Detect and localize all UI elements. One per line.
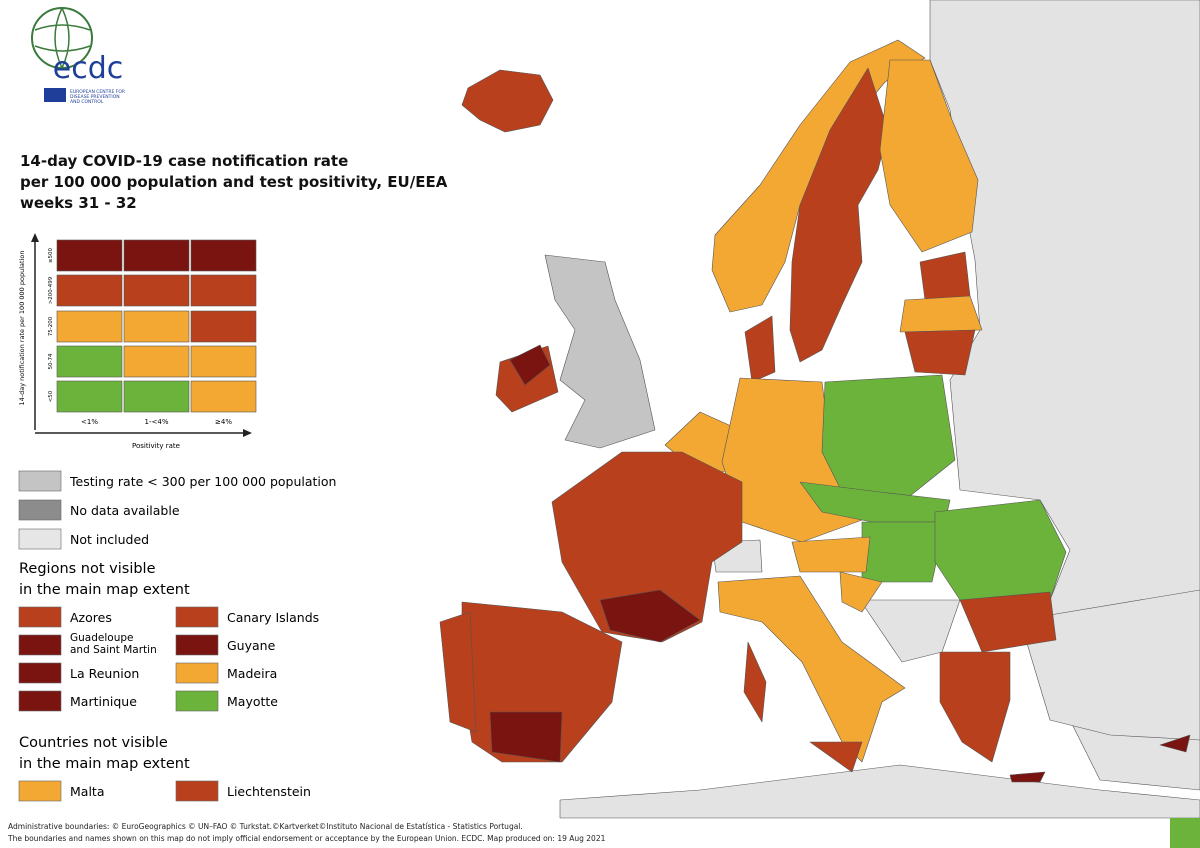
- y-axis-arrowhead: [31, 233, 39, 242]
- title: weeks 31 - 32: [20, 194, 137, 212]
- logo: ecdc: [31, 7, 124, 102]
- row-label: ≥500: [48, 247, 54, 263]
- northern-ireland: [509, 344, 551, 386]
- legend-swatch: [175, 690, 219, 712]
- iceland: [461, 69, 554, 133]
- matrix-cell: [123, 239, 190, 272]
- italy: [717, 575, 906, 763]
- greece: [939, 651, 1011, 763]
- x-axis-arrowhead: [243, 429, 252, 437]
- andalusia: [489, 711, 563, 763]
- romania: [934, 499, 1067, 601]
- africa: [559, 764, 1200, 819]
- legend-swatch: [175, 780, 219, 802]
- legend-swatch: [18, 780, 62, 802]
- logo-subtitle: EUROPEAN CENTRE FOR: [70, 89, 125, 95]
- legend-swatch: [18, 499, 62, 521]
- legend-label: Canary Islands: [227, 610, 319, 625]
- legend-label: No data available: [70, 503, 180, 518]
- matrix-cell: [56, 345, 123, 378]
- logo-name: ecdc: [53, 51, 124, 86]
- matrix-cell: [123, 310, 190, 343]
- y-axis-label: 14-day notification rate per 100 000 pop…: [18, 251, 26, 406]
- matrix-cell: [56, 239, 123, 272]
- sicily: [809, 741, 863, 773]
- matrix-cell: [190, 380, 257, 413]
- matrix-cell: [123, 274, 190, 307]
- eu-flag: [44, 88, 66, 102]
- legend-label: Azores: [70, 610, 112, 625]
- legend-label: Guyane: [227, 638, 276, 653]
- legend-label: La Reunion: [70, 666, 139, 681]
- legend-label: Martinique: [70, 694, 137, 709]
- legend-swatch: [18, 662, 62, 684]
- finland: [879, 59, 979, 253]
- matrix-cell: [56, 274, 123, 307]
- row-label: >200-499: [48, 276, 54, 304]
- denmark: [744, 315, 776, 383]
- legend-swatch: [18, 690, 62, 712]
- logo-subtitle: AND CONTROL: [70, 99, 104, 105]
- sweden: [789, 67, 889, 363]
- legend-swatch: [175, 606, 219, 628]
- balkans: [859, 599, 961, 663]
- logo-lines: [34, 7, 91, 69]
- corner-badge: [1170, 818, 1200, 848]
- logo-subtitle: DISEASE PREVENTION: [70, 94, 120, 100]
- column-label: 1-<4%: [145, 418, 169, 426]
- austria: [791, 536, 871, 573]
- legend-swatch: [18, 634, 62, 656]
- matrix-cell: [190, 310, 257, 343]
- matrix-cell: [190, 345, 257, 378]
- legend-label: Liechtenstein: [227, 784, 311, 799]
- matrix-cell: [123, 380, 190, 413]
- matrix-cell: [56, 310, 123, 343]
- column-label: <1%: [81, 418, 98, 426]
- united-kingdom: [544, 254, 656, 449]
- turkey: [1019, 589, 1200, 741]
- legend-swatch: [18, 606, 62, 628]
- bulgaria: [959, 591, 1057, 653]
- section-heading: Regions not visible: [19, 561, 156, 577]
- cyprus: [1159, 734, 1191, 753]
- lithuania: [904, 329, 976, 376]
- footer: Administrative boundaries: © EuroGeograp…: [8, 822, 523, 831]
- latvia: [899, 295, 983, 333]
- legend-label: Guadeloupe: [70, 632, 133, 644]
- section-heading: in the main map extent: [19, 582, 190, 598]
- legend-swatch: [18, 528, 62, 550]
- matrix-cell: [190, 239, 257, 272]
- matrix-cell: [56, 380, 123, 413]
- crete: [1009, 771, 1046, 783]
- x-axis-label: Positivity rate: [132, 442, 180, 450]
- legend-swatch: [18, 470, 62, 492]
- column-label: ≥4%: [215, 418, 232, 426]
- croatia: [839, 571, 883, 613]
- legend-swatch: [175, 662, 219, 684]
- title: per 100 000 population and test positivi…: [20, 173, 448, 191]
- section-heading: Countries not visible: [19, 735, 168, 751]
- row-label: <50: [48, 390, 54, 402]
- legend-label: Malta: [70, 784, 104, 799]
- legend-swatch: [175, 634, 219, 656]
- sardinia: [743, 641, 767, 723]
- legend-label: Not included: [70, 532, 149, 547]
- france: [551, 451, 743, 643]
- row-label: 75-200: [48, 316, 54, 336]
- occitanie: [599, 589, 701, 643]
- legend-label: Testing rate < 300 per 100 000 populatio…: [69, 474, 336, 489]
- map: [439, 0, 1200, 819]
- hungary: [861, 521, 946, 583]
- portugal: [439, 611, 477, 733]
- matrix-cell: [123, 345, 190, 378]
- legend-label: and Saint Martin: [70, 644, 157, 656]
- legend-label: Madeira: [227, 666, 277, 681]
- title: 14-day COVID-19 case notification rate: [20, 152, 348, 170]
- row-label: 50-74: [48, 353, 54, 369]
- legend-label: Mayotte: [227, 694, 278, 709]
- section-heading: in the main map extent: [19, 756, 190, 772]
- footer: The boundaries and names shown on this m…: [7, 834, 606, 843]
- matrix-cell: [190, 274, 257, 307]
